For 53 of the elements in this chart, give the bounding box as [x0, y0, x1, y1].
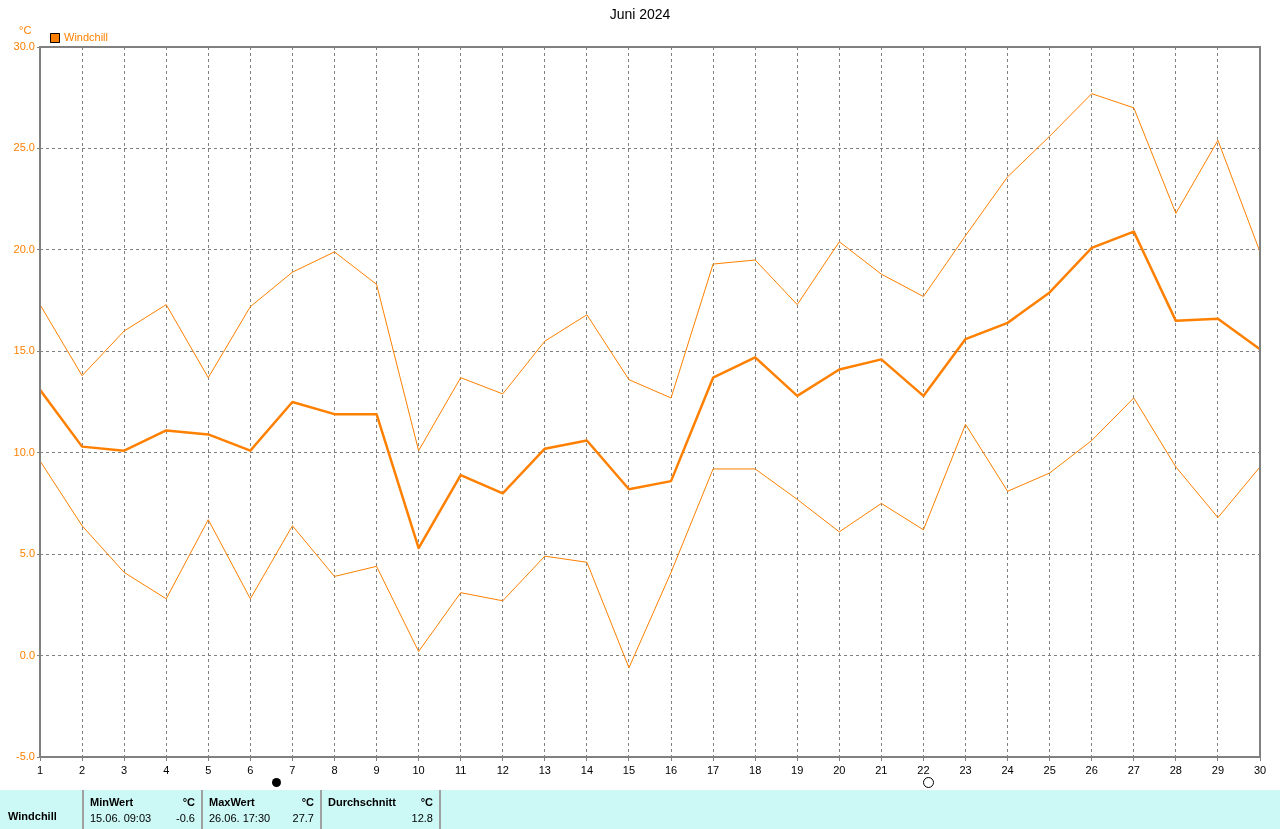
x-tick-label: 12 [496, 763, 509, 776]
x-tick-label: 3 [121, 763, 128, 776]
x-tick-label: 20 [833, 763, 846, 776]
text: Windchill [7, 809, 58, 824]
text: 26.06. 17:30 [209, 811, 271, 826]
x-tick-label: 18 [749, 763, 762, 776]
x-tick-label: 16 [664, 763, 678, 776]
x-tick-label: 29 [1211, 763, 1225, 776]
text: °C [420, 795, 433, 810]
x-tick-label: 17 [706, 763, 720, 776]
y-axis-title: °C [19, 24, 32, 37]
text: °C [182, 795, 195, 810]
x-tick-label: 23 [959, 763, 972, 776]
x-tick-label: 10 [412, 763, 425, 776]
x-tick-label: 15 [622, 763, 636, 776]
y-tick-label: 15.0 [13, 344, 35, 357]
text: 27.7 [292, 811, 314, 826]
x-tick-label: 2 [79, 763, 86, 776]
text: Durchschnitt [328, 795, 396, 810]
text: -0.6 [176, 811, 195, 826]
text: °C [301, 795, 314, 810]
x-tick-label: 25 [1043, 763, 1056, 776]
x-tick-label: 21 [875, 763, 888, 776]
x-tick-label: 19 [791, 763, 804, 776]
x-tick-label: 6 [247, 763, 254, 776]
chart-title: Juni 2024 [609, 5, 671, 22]
x-tick-label: 13 [538, 763, 551, 776]
x-tick-label: 28 [1169, 763, 1182, 776]
x-tick-label: 27 [1127, 763, 1140, 776]
legend-label: Windchill [64, 31, 109, 44]
x-tick-label: 4 [163, 763, 170, 776]
text: MaxWert [209, 795, 255, 810]
y-tick-label: 25.0 [13, 141, 35, 154]
y-tick-label: 5.0 [19, 547, 35, 560]
x-tick-label: 26 [1085, 763, 1098, 776]
text: 12.8 [411, 811, 433, 826]
x-tick-label: 30 [1253, 763, 1267, 776]
x-tick-label: 9 [373, 763, 380, 776]
x-tick-label: 14 [580, 763, 594, 776]
x-tick-label: 5 [205, 763, 212, 776]
y-tick-label: 20.0 [13, 242, 35, 255]
x-tick-label: 11 [454, 763, 467, 776]
text: 15.06. 09:03 [90, 811, 152, 826]
x-tick-label: 8 [331, 763, 338, 776]
y-tick-label: 0.0 [19, 648, 35, 661]
x-tick-label: 24 [1001, 763, 1014, 776]
y-tick-label: 30.0 [13, 40, 35, 53]
y-tick-label: 10.0 [13, 445, 35, 458]
x-tick-label: 1 [36, 763, 44, 776]
text: MinWert [90, 795, 134, 810]
x-tick-label: 22 [917, 763, 930, 776]
x-tick-label: 7 [289, 763, 296, 776]
y-tick-label: -5.0 [16, 750, 35, 763]
